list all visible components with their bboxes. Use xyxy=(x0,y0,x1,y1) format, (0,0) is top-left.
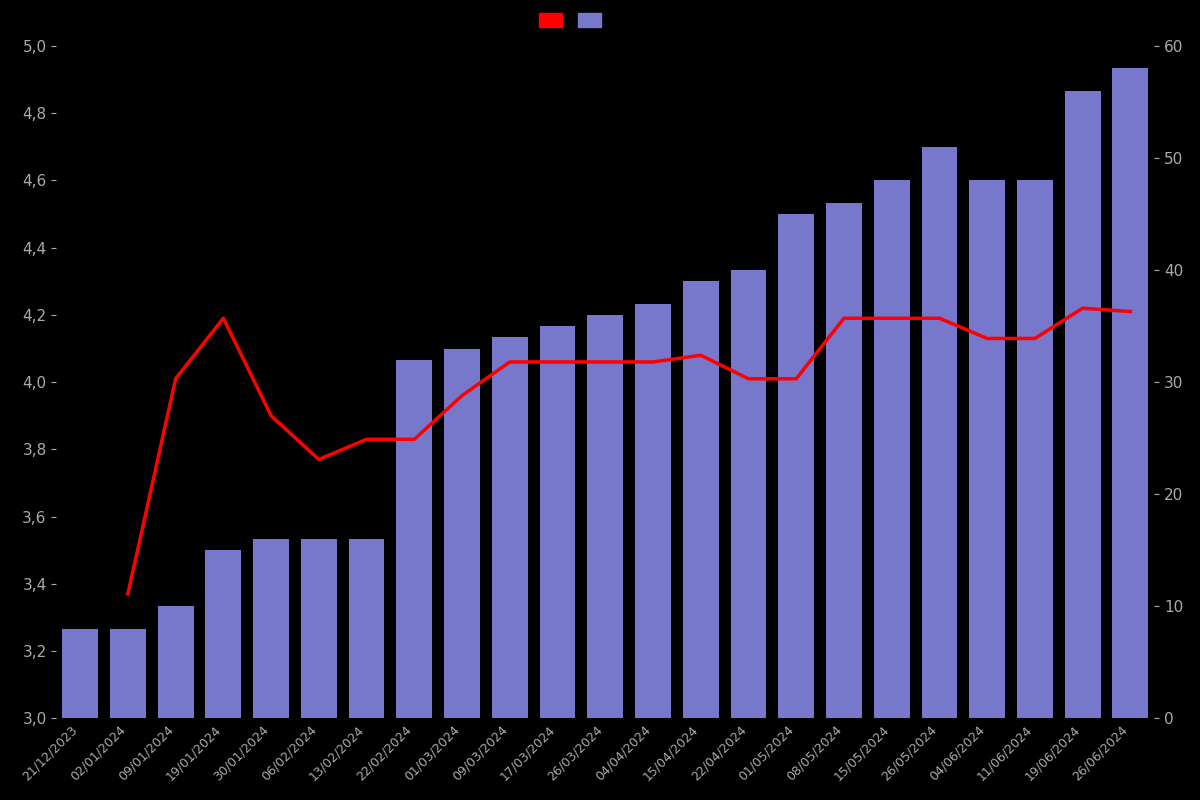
Bar xyxy=(635,304,671,718)
Bar xyxy=(731,270,767,718)
Bar xyxy=(540,326,576,718)
Bar xyxy=(1112,68,1148,718)
Bar xyxy=(587,315,623,718)
Bar xyxy=(157,606,193,718)
Bar xyxy=(922,147,958,718)
Bar xyxy=(492,338,528,718)
Bar xyxy=(970,181,1006,718)
Bar xyxy=(253,539,289,718)
Bar xyxy=(62,629,98,718)
Bar xyxy=(301,539,337,718)
Bar xyxy=(1064,91,1100,718)
Bar xyxy=(683,282,719,718)
Bar xyxy=(205,550,241,718)
Bar xyxy=(110,629,145,718)
Bar xyxy=(826,203,862,718)
Bar xyxy=(874,181,910,718)
Bar xyxy=(779,214,814,718)
Bar xyxy=(1016,181,1052,718)
Bar xyxy=(349,539,384,718)
Bar xyxy=(444,349,480,718)
Legend: , : , xyxy=(539,14,606,28)
Bar xyxy=(396,360,432,718)
